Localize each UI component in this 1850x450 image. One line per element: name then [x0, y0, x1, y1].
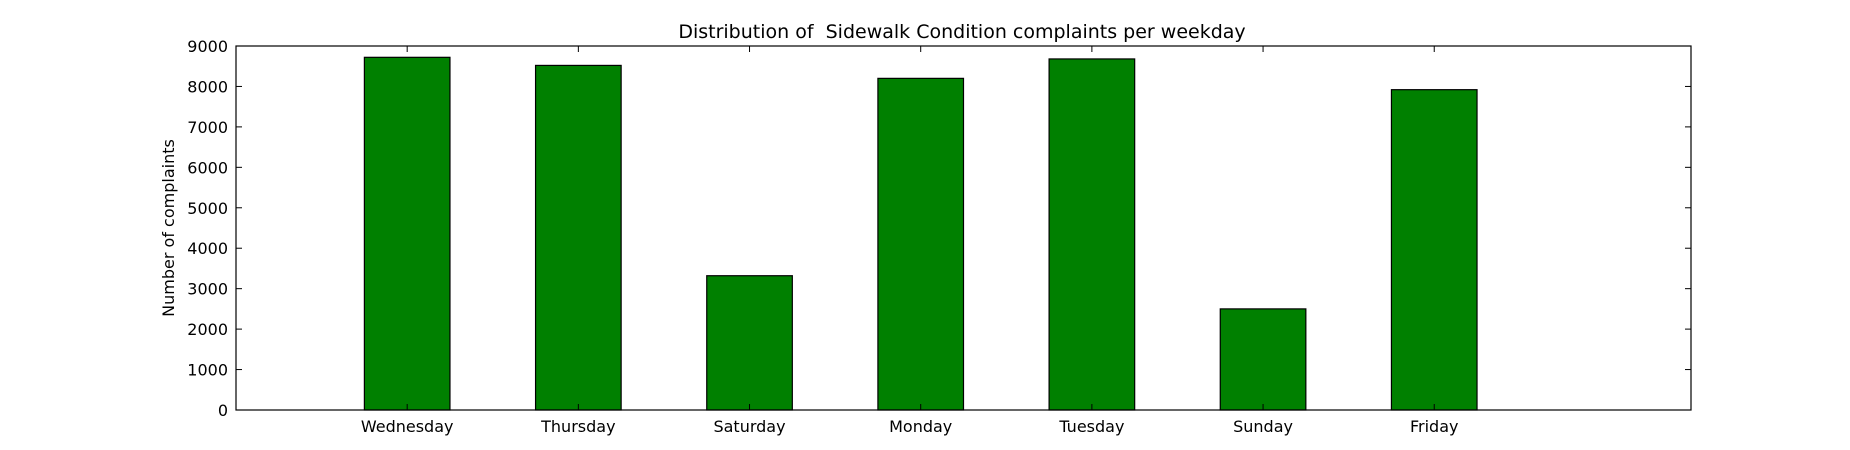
y-axis-label: Number of complaints — [159, 139, 178, 317]
x-tick-label: Wednesday — [361, 417, 454, 436]
y-tick-label: 4000 — [187, 239, 228, 258]
plot-frame — [235, 45, 1692, 411]
y-axis: 0 1000 2000 3000 4000 5000 6000 7000 8000 9000 — [187, 37, 1691, 420]
y-tick-label: 1000 — [187, 361, 228, 380]
bar-wednesday — [363, 56, 451, 411]
x-tick-label: Friday — [1410, 417, 1459, 436]
y-tick-label: 0 — [218, 401, 228, 420]
bar-tuesday — [1048, 58, 1136, 411]
y-tick-label: 9000 — [187, 37, 228, 56]
y-tick-label: 7000 — [187, 118, 228, 137]
x-tick-label: Sunday — [1233, 417, 1293, 436]
y-tick-label: 2000 — [187, 320, 228, 339]
bar-monday — [877, 77, 965, 411]
bar-friday — [1390, 89, 1478, 411]
x-axis: Wednesday Thursday Saturday Monday Tuesday Su… — [361, 46, 1459, 436]
x-tick-label: Monday — [889, 417, 952, 436]
bars-group — [363, 56, 1478, 411]
x-tick-label: Thursday — [540, 417, 615, 436]
chart-title: Distribution of Sidewalk Condition compl… — [678, 21, 1245, 43]
bar-saturday — [706, 275, 793, 411]
bar-sunday — [1219, 308, 1307, 411]
y-tick-label: 6000 — [187, 158, 228, 177]
y-tick-label: 5000 — [187, 199, 228, 218]
x-tick-label: Saturday — [713, 417, 785, 436]
bar-thursday — [534, 64, 622, 411]
y-tick-label: 8000 — [187, 77, 228, 96]
y-tick-label: 3000 — [187, 280, 228, 299]
x-tick-label: Tuesday — [1058, 417, 1124, 436]
